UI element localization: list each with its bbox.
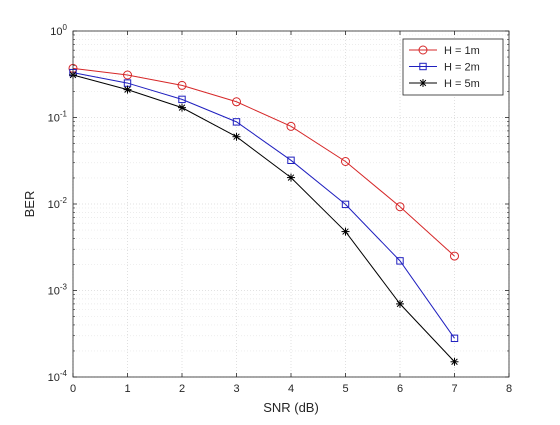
legend-item: H = 2m [409,62,480,74]
series-line [72,74,455,363]
data-point [123,70,132,80]
data-point [178,95,186,104]
x-tick-label: 6 [397,383,403,395]
x-tick-label: 5 [342,383,348,395]
data-point [178,103,186,112]
series-line [72,72,455,339]
data-point [450,357,459,366]
legend-label: H = 1m [444,45,480,57]
x-axis-label: SNR (dB) [263,400,319,415]
data-point [450,251,459,261]
series-line [72,67,455,257]
x-tick-label: 2 [179,383,185,395]
data-point [232,132,241,141]
data-point [395,202,405,212]
data-point [396,257,404,265]
legend-marker [419,79,427,87]
data-point [341,227,350,236]
series-1 [68,63,459,261]
legend-marker [419,62,427,71]
y-axis-label: BER [22,191,37,218]
data-point [286,121,296,131]
data-point [287,173,295,182]
data-point [232,118,241,126]
x-tick-label: 4 [288,383,294,395]
data-point [123,85,132,94]
data-point [450,334,459,343]
x-tick-label: 8 [506,383,512,395]
data-point [341,156,350,166]
data-point [341,200,350,209]
data-point [396,299,404,308]
y-tick-label: 10-3 [48,283,68,298]
series-layer [68,63,459,366]
data-point [177,80,187,90]
legend: H = 1m H = 2m H = 5m [402,38,504,96]
legend-label: H = 2m [444,62,480,74]
y-tick-label: 10-2 [48,196,68,211]
legend-item: H = 1m [409,45,480,57]
x-axis-ticks: 0 1 2 3 4 5 6 7 8 [70,31,512,395]
x-tick-label: 7 [451,383,457,395]
legend-item: H = 5m [409,78,480,90]
y-axis-ticks: 10-4 10-3 10-2 10-1 100 [48,23,509,384]
y-tick-label: 10-1 [48,110,68,125]
data-point [232,97,241,107]
legend-marker [418,45,428,55]
series-3 [69,70,459,366]
data-point [287,156,295,165]
x-tick-label: 1 [124,383,130,395]
legend-label: H = 5m [444,78,480,90]
y-tick-label: 10-4 [48,369,68,384]
x-tick-label: 0 [70,383,76,395]
y-tick-label: 100 [50,23,67,38]
x-tick-label: 3 [233,383,239,395]
